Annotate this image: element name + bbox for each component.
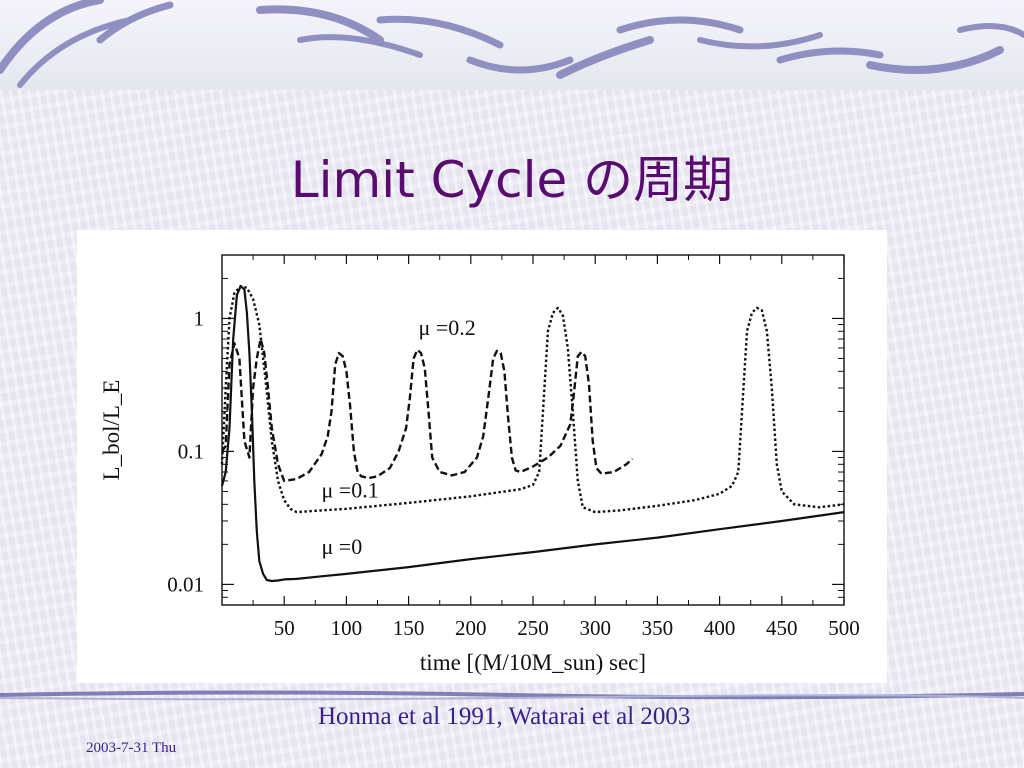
x-tick-label: 150 xyxy=(393,616,425,640)
x-tick-label: 450 xyxy=(766,616,798,640)
series-annotation: μ =0.1 xyxy=(322,478,379,503)
x-tick-label: 500 xyxy=(828,616,860,640)
citation: Honma et al 1991, Watarai et al 2003 xyxy=(318,703,691,730)
x-tick-label: 350 xyxy=(642,616,674,640)
y-tick-label: 1 xyxy=(194,306,205,330)
x-tick-label: 50 xyxy=(274,616,295,640)
figure-panel: 50 100 150 200 250 300 350 400 450 500 0.01 0.1 1 μ … xyxy=(77,230,887,683)
y-tick-label: 0.1 xyxy=(178,439,204,463)
series-line-1 xyxy=(220,284,845,514)
x-tick-label: 400 xyxy=(704,616,736,640)
header-band xyxy=(0,0,1024,90)
x-axis-label: time [(M/10M_sun) sec] xyxy=(420,650,646,675)
x-tick-label: 300 xyxy=(579,616,611,640)
y-tick-label: 0.01 xyxy=(167,572,204,596)
series-annotation: μ =0 xyxy=(322,534,363,559)
footer-divider xyxy=(0,690,1024,701)
x-tick-label: 100 xyxy=(331,616,363,640)
y-axis-label: L_bol/L_E xyxy=(99,380,124,481)
series-annotation: μ =0.2 xyxy=(419,315,476,340)
limit-cycle-chart: 50 100 150 200 250 300 350 400 450 500 0.01 0.1 1 μ … xyxy=(99,254,860,675)
x-tick-label: 250 xyxy=(517,616,549,640)
x-tick-label: 200 xyxy=(455,616,487,640)
header-swirl-decoration xyxy=(0,0,1024,88)
series-line-2 xyxy=(221,337,634,483)
slide-title: Limit Cycle の周期 xyxy=(290,151,734,209)
slide-date: 2003-7-31 Thu xyxy=(86,740,177,756)
series-line-0 xyxy=(220,285,845,583)
